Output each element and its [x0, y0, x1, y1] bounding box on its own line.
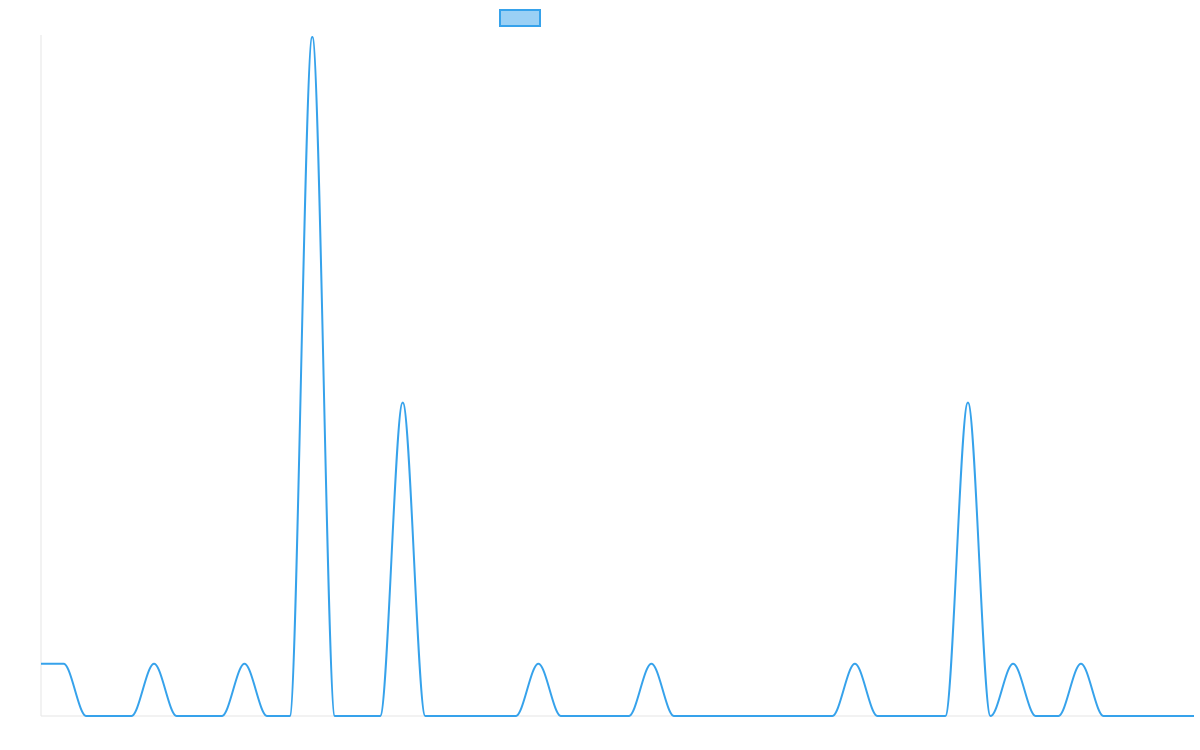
legend[interactable]: [499, 9, 541, 27]
series-line-0: [41, 36, 1194, 717]
axes: [40, 35, 1194, 717]
legend-swatch[interactable]: [499, 9, 541, 27]
series-layer: [41, 36, 1194, 717]
